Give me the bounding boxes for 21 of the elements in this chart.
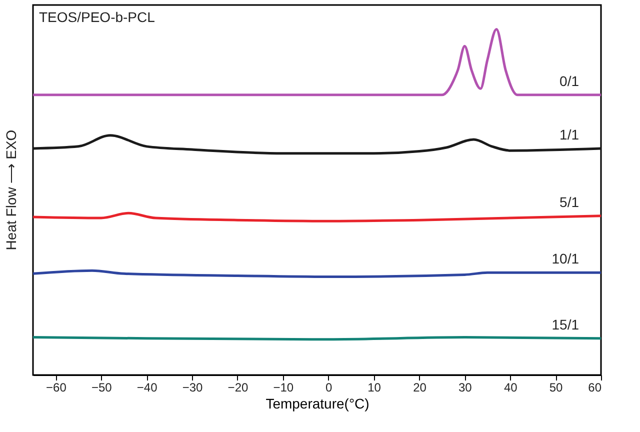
x-tick-label: 50 (549, 380, 564, 394)
chart-title: TEOS/PEO-b-PCL (39, 9, 156, 25)
x-tick-label: −10 (273, 380, 294, 394)
series-label: 10/1 (552, 250, 580, 267)
series-label: 5/1 (560, 194, 580, 210)
x-tick-label: 40 (504, 380, 518, 394)
x-tick-label: −30 (182, 380, 204, 394)
x-tick-label: 10 (368, 380, 382, 394)
x-tick-label: 20 (413, 380, 427, 394)
x-tick-label: 0 (326, 380, 333, 394)
x-tick-label: −50 (91, 380, 112, 394)
series-label: 15/1 (552, 316, 580, 332)
x-tick-label: −20 (228, 380, 248, 394)
x-tick-label: 30 (458, 380, 472, 394)
x-tick-label: 60 (588, 380, 602, 394)
x-axis-title: Temperature(°C) (266, 396, 370, 412)
x-tick-label: −40 (136, 380, 158, 394)
y-axis-title: Heat Flow ⟶ EXO (3, 130, 19, 250)
series-label: 0/1 (560, 72, 580, 89)
x-tick-label: −60 (46, 380, 67, 394)
series-label: 1/1 (560, 126, 580, 143)
